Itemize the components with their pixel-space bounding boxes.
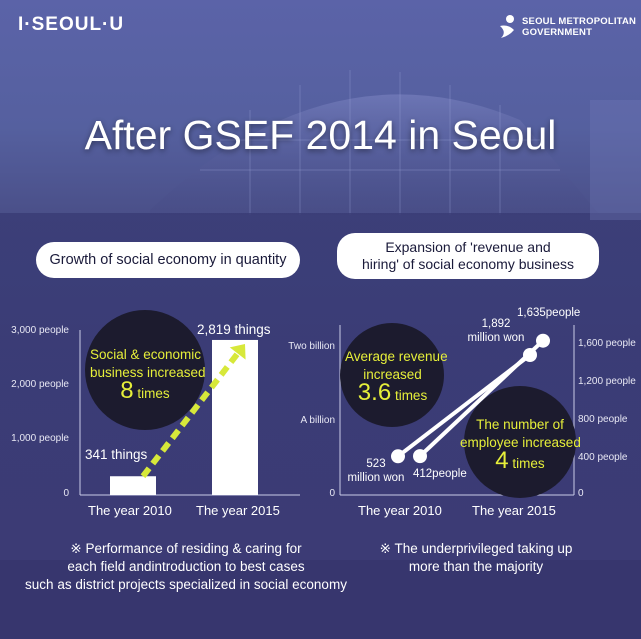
annotation-highlight: 4 times bbox=[460, 449, 580, 473]
employees-point-1 bbox=[413, 449, 427, 464]
y-tick-right: 400 people bbox=[578, 452, 628, 463]
annotation-line1: The number of bbox=[476, 417, 564, 432]
government-name-line1: SEOUL METROPOLITAN bbox=[522, 16, 637, 27]
annotation-highlight-suffix: times bbox=[394, 388, 428, 403]
annotation-highlight-number: 4 bbox=[495, 447, 509, 474]
chart2-annotation-revenue: Average revenue increased 3.6 times bbox=[345, 348, 448, 405]
y-tick: 0 bbox=[63, 488, 69, 499]
seoul-government-emblem-icon bbox=[500, 15, 514, 38]
chart1-title-pill: Growth of social economy in quantity bbox=[36, 242, 300, 278]
government-name-line2: GOVERNMENT bbox=[522, 27, 593, 38]
data-label: 412people bbox=[413, 468, 467, 480]
annotation-line1: Average revenue bbox=[345, 349, 448, 364]
data-label-line2: million won bbox=[347, 472, 405, 484]
annotation-highlight: 3.6 times bbox=[345, 381, 440, 405]
annotation-line2: business increased bbox=[90, 365, 206, 380]
data-label-line1: 523 bbox=[366, 458, 386, 470]
annotation-line1: Social & economic bbox=[90, 347, 202, 362]
seoul-brand-logo: I·SEOUL·U bbox=[18, 14, 125, 35]
bar-the-year-2010 bbox=[110, 476, 156, 495]
annotation-line2: employee increased bbox=[460, 435, 581, 450]
annotation-highlight: 8 times bbox=[90, 379, 200, 403]
footnote-line: such as district projects specialized in… bbox=[25, 577, 347, 592]
page-title: After GSEF 2014 in Seoul bbox=[84, 112, 557, 158]
revenue-point-1 bbox=[391, 449, 405, 464]
annotation-line2: increased bbox=[363, 367, 422, 382]
footnote-right: ※ The underprivileged taking up more tha… bbox=[336, 540, 616, 576]
annotation-highlight-suffix: times bbox=[512, 456, 545, 471]
footnote-line: ※ Performance of residing & caring for bbox=[70, 541, 302, 556]
data-label: 2,819 things bbox=[197, 322, 271, 337]
employees-line bbox=[418, 339, 545, 458]
y-tick-right: 0 bbox=[578, 488, 584, 499]
x-tick-label: The year 2010 bbox=[358, 503, 442, 518]
chart2-title-line1: Expansion of 'revenue and bbox=[385, 239, 551, 255]
footnote-line: each field andintroduction to best cases bbox=[67, 559, 305, 574]
annotation-highlight-number: 8 bbox=[120, 377, 134, 404]
chart2-annotation-employees: The number of employee increased 4 times bbox=[460, 416, 581, 473]
growth-arrowhead bbox=[229, 343, 246, 360]
y-tick: 1,000 people bbox=[11, 433, 69, 444]
y-tick-left: Two billion bbox=[288, 341, 335, 352]
chart2-title-line2: hiring' of social economy business bbox=[361, 256, 574, 272]
government-name: SEOUL METROPOLITAN GOVERNMENT bbox=[522, 16, 636, 38]
chart2-title: Expansion of 'revenue and hiring' of soc… bbox=[362, 239, 574, 273]
footnote-line: more than the majority bbox=[408, 559, 544, 574]
data-label: 1,892 million won bbox=[465, 317, 527, 345]
bar-the-year-2015 bbox=[212, 339, 258, 495]
employees-point-2 bbox=[536, 333, 550, 348]
y-tick-right: 1,200 people bbox=[578, 376, 636, 387]
y-tick-left: 0 bbox=[329, 488, 335, 499]
annotation-highlight-suffix: times bbox=[137, 386, 170, 401]
footnote-left: ※ Performance of residing & caring for e… bbox=[0, 540, 372, 594]
x-tick-label: The year 2010 bbox=[88, 503, 172, 518]
chart1-title: Growth of social economy in quantity bbox=[49, 252, 287, 268]
data-label: 1,635people bbox=[517, 307, 581, 319]
y-tick-left: A billion bbox=[300, 415, 335, 426]
x-tick-label: The year 2015 bbox=[196, 503, 280, 518]
footnote-line: ※ The underprivileged taking up bbox=[379, 541, 573, 556]
highlight-bubble bbox=[340, 323, 444, 427]
chart2-title-pill: Expansion of 'revenue and hiring' of soc… bbox=[337, 233, 599, 279]
y-tick-right: 1,600 people bbox=[578, 338, 636, 349]
y-tick: 3,000 people bbox=[11, 325, 69, 336]
highlight-bubble bbox=[85, 310, 205, 430]
y-tick-right: 800 people bbox=[578, 414, 628, 425]
highlight-bubble bbox=[464, 386, 576, 498]
data-label-line1: 1,892 bbox=[481, 318, 511, 330]
x-tick-label: The year 2015 bbox=[472, 503, 556, 518]
annotation-highlight-number: 3.6 bbox=[357, 379, 392, 406]
chart1-annotation: Social & economic business increased 8 t… bbox=[90, 346, 206, 403]
growth-arrow bbox=[140, 351, 241, 479]
y-tick: 2,000 people bbox=[11, 379, 69, 390]
data-label-line2: million won bbox=[467, 332, 525, 344]
data-label: 523 million won bbox=[346, 457, 406, 485]
data-label: 341 things bbox=[85, 447, 148, 462]
